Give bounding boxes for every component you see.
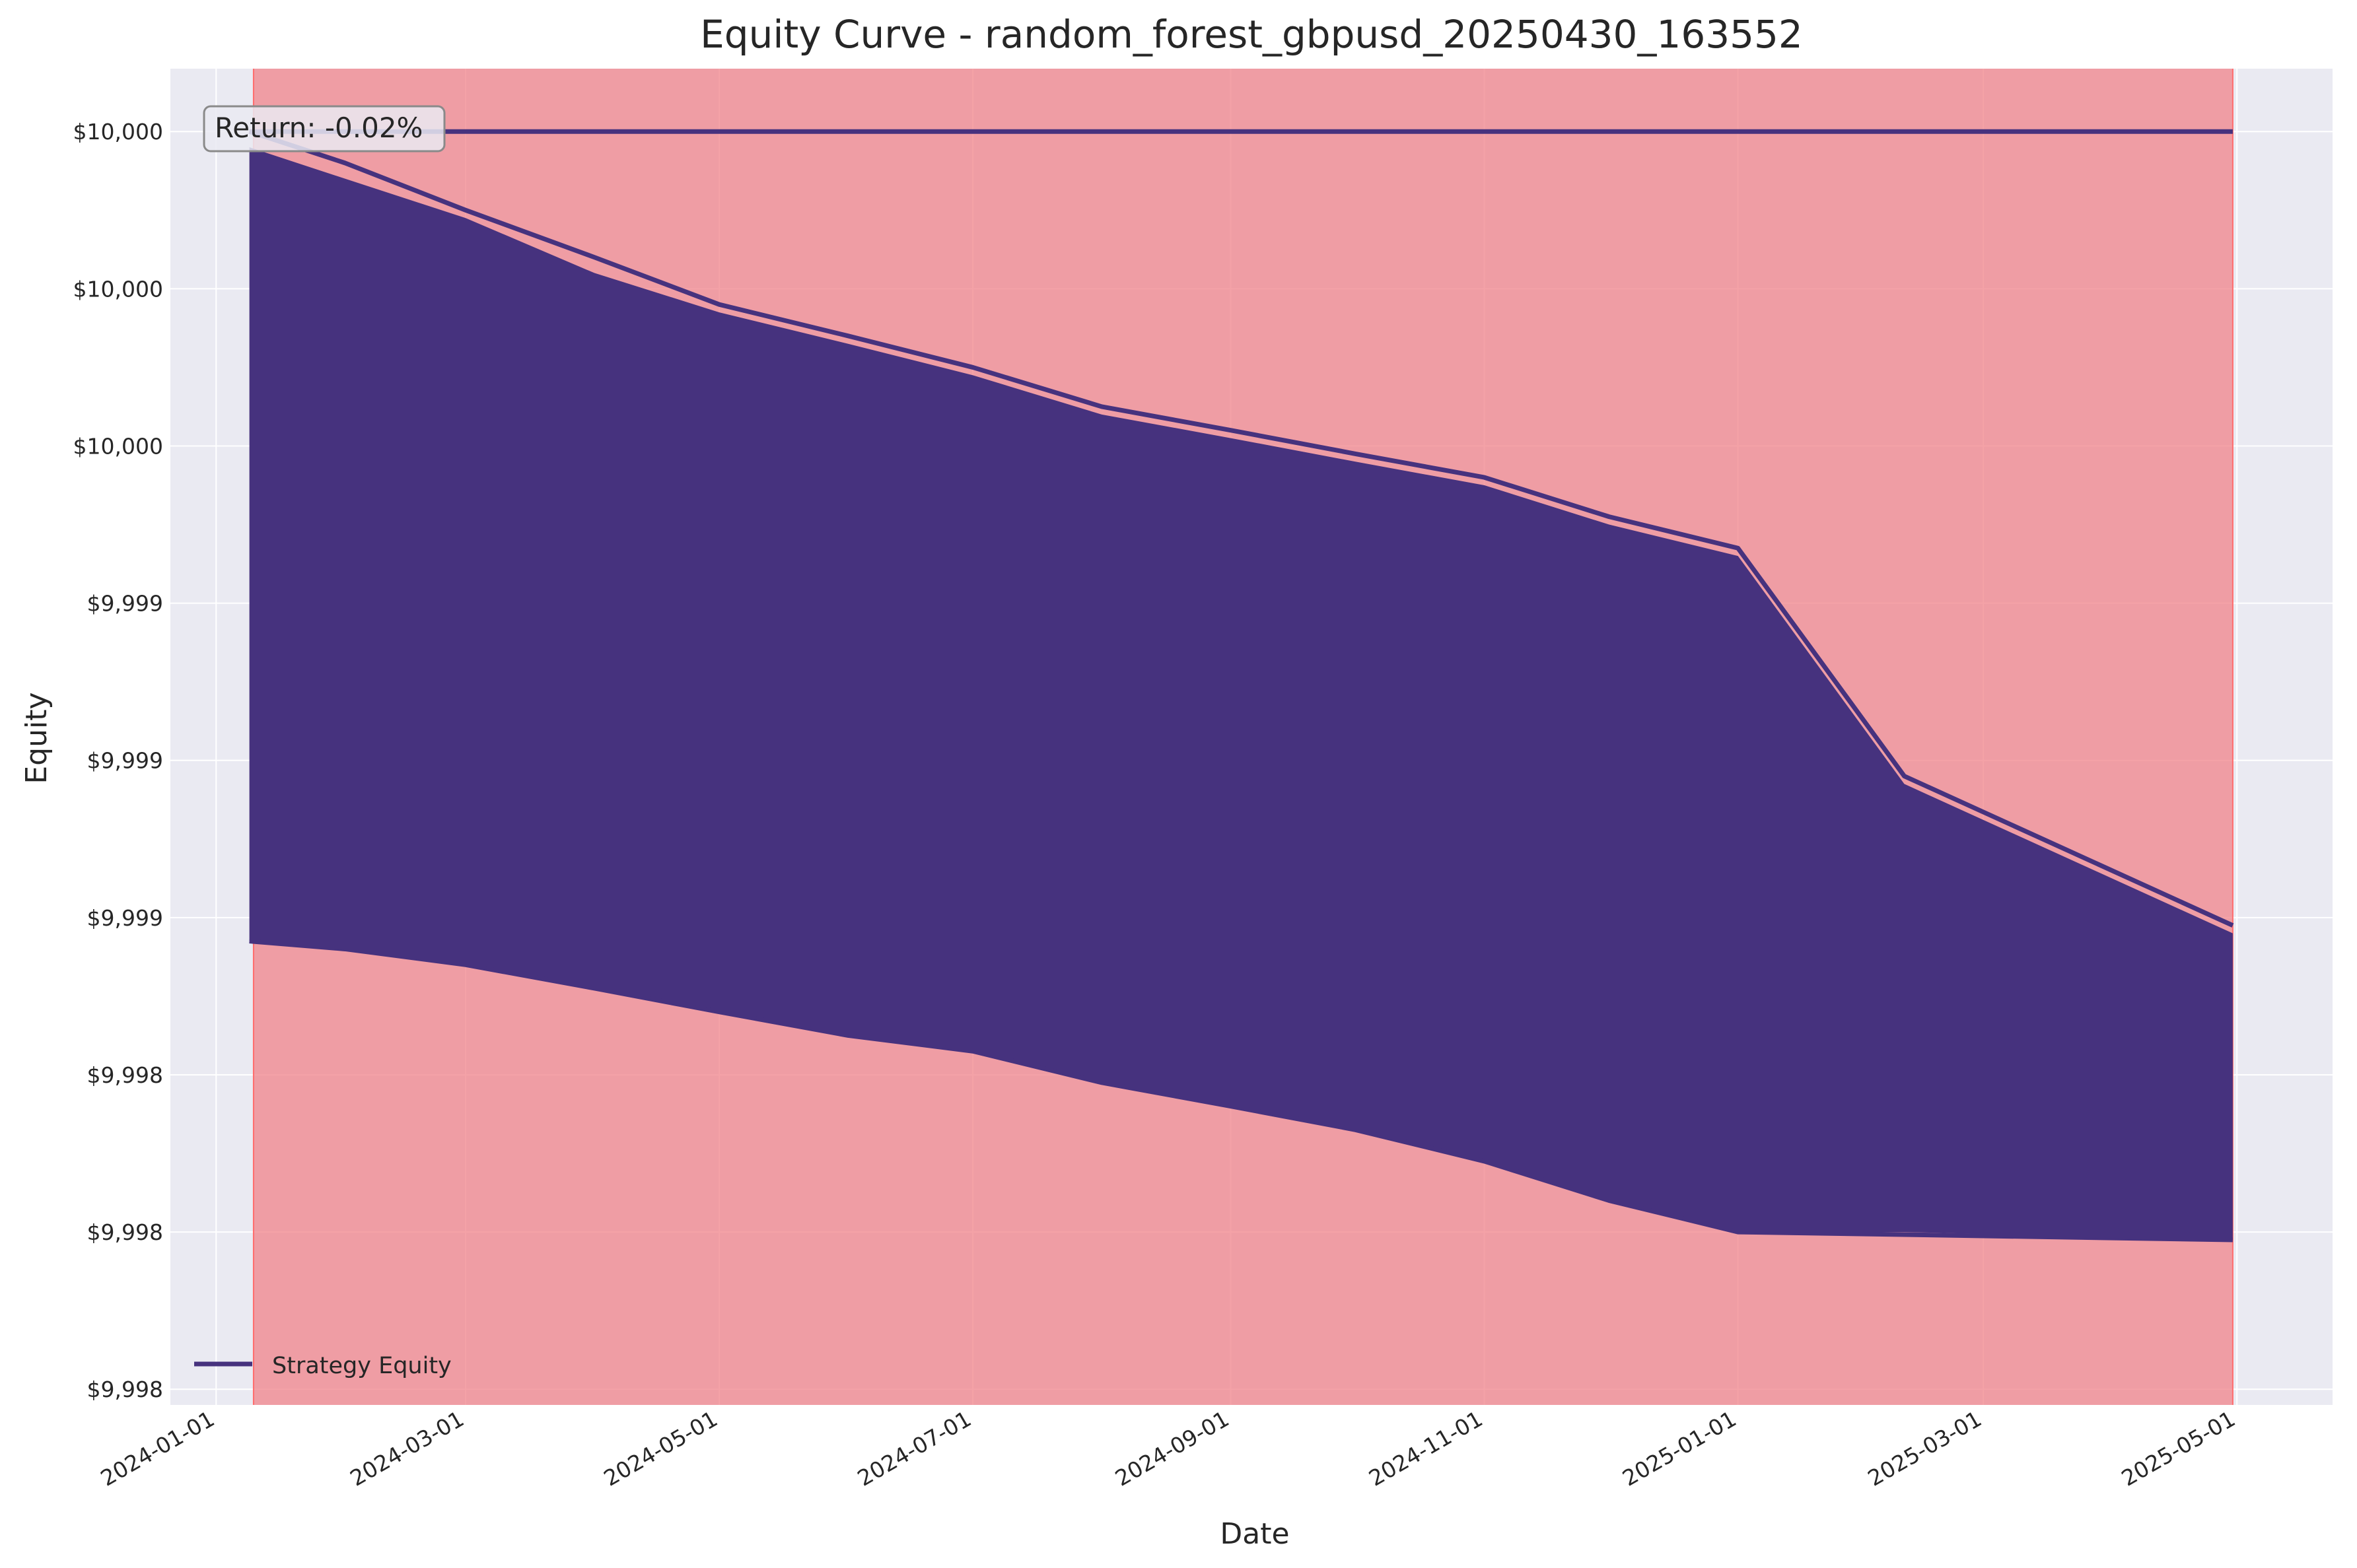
y-tick-labels: $9,998 $9,998 $9,998 $9,999 $9,999 $9,999 $10,…: [73, 119, 163, 1402]
x-tick-label: 2025-01-01: [1618, 1406, 1741, 1491]
chart-title: Equity Curve - random_forest_gbpusd_2025…: [700, 12, 1803, 57]
y-tick-label: $10,000: [73, 119, 163, 145]
series-lines: [248, 129, 2234, 1243]
y-tick-label: $9,999: [87, 591, 163, 617]
x-tick-label: 2025-05-01: [2117, 1406, 2240, 1491]
annotation-text: Return: -0.02%: [215, 112, 423, 144]
x-tick-labels: 2024-01-01 2024-03-01 2024-05-01 2024-07-01…: [96, 1406, 2240, 1491]
y-tick-label: $9,999: [87, 905, 163, 931]
x-axis-label: Date: [1220, 1517, 1289, 1551]
x-tick-label: 2024-01-01: [96, 1406, 219, 1491]
x-tick-label: 2024-09-01: [1111, 1406, 1234, 1491]
y-tick-label: $10,000: [73, 276, 163, 302]
legend-label: Strategy Equity: [272, 1353, 452, 1379]
equity-band: [249, 147, 2233, 1240]
y-tick-label: $9,998: [87, 1377, 163, 1402]
equity-envelope-line: [248, 129, 2234, 928]
y-tick-label: $9,999: [87, 748, 163, 774]
x-tick-label: 2024-03-01: [345, 1406, 468, 1491]
x-tick-label: 2024-05-01: [600, 1406, 722, 1491]
return-annotation: Return: -0.02%: [203, 105, 446, 153]
y-tick-label: $10,000: [73, 433, 163, 459]
x-tick-label: 2025-03-01: [1864, 1406, 1987, 1491]
x-tick-label: 2024-07-01: [853, 1406, 976, 1491]
equity-band-area: [249, 147, 2233, 1240]
y-tick-label: $9,998: [87, 1062, 163, 1088]
equity-envelope-line: [249, 939, 2233, 1243]
x-tick-label: 2024-11-01: [1364, 1406, 1487, 1491]
y-axis-label: Equity: [20, 692, 53, 784]
legend: Strategy Equity: [194, 1353, 452, 1379]
y-tick-label: $9,998: [87, 1219, 163, 1245]
annotation-box: [203, 105, 446, 153]
